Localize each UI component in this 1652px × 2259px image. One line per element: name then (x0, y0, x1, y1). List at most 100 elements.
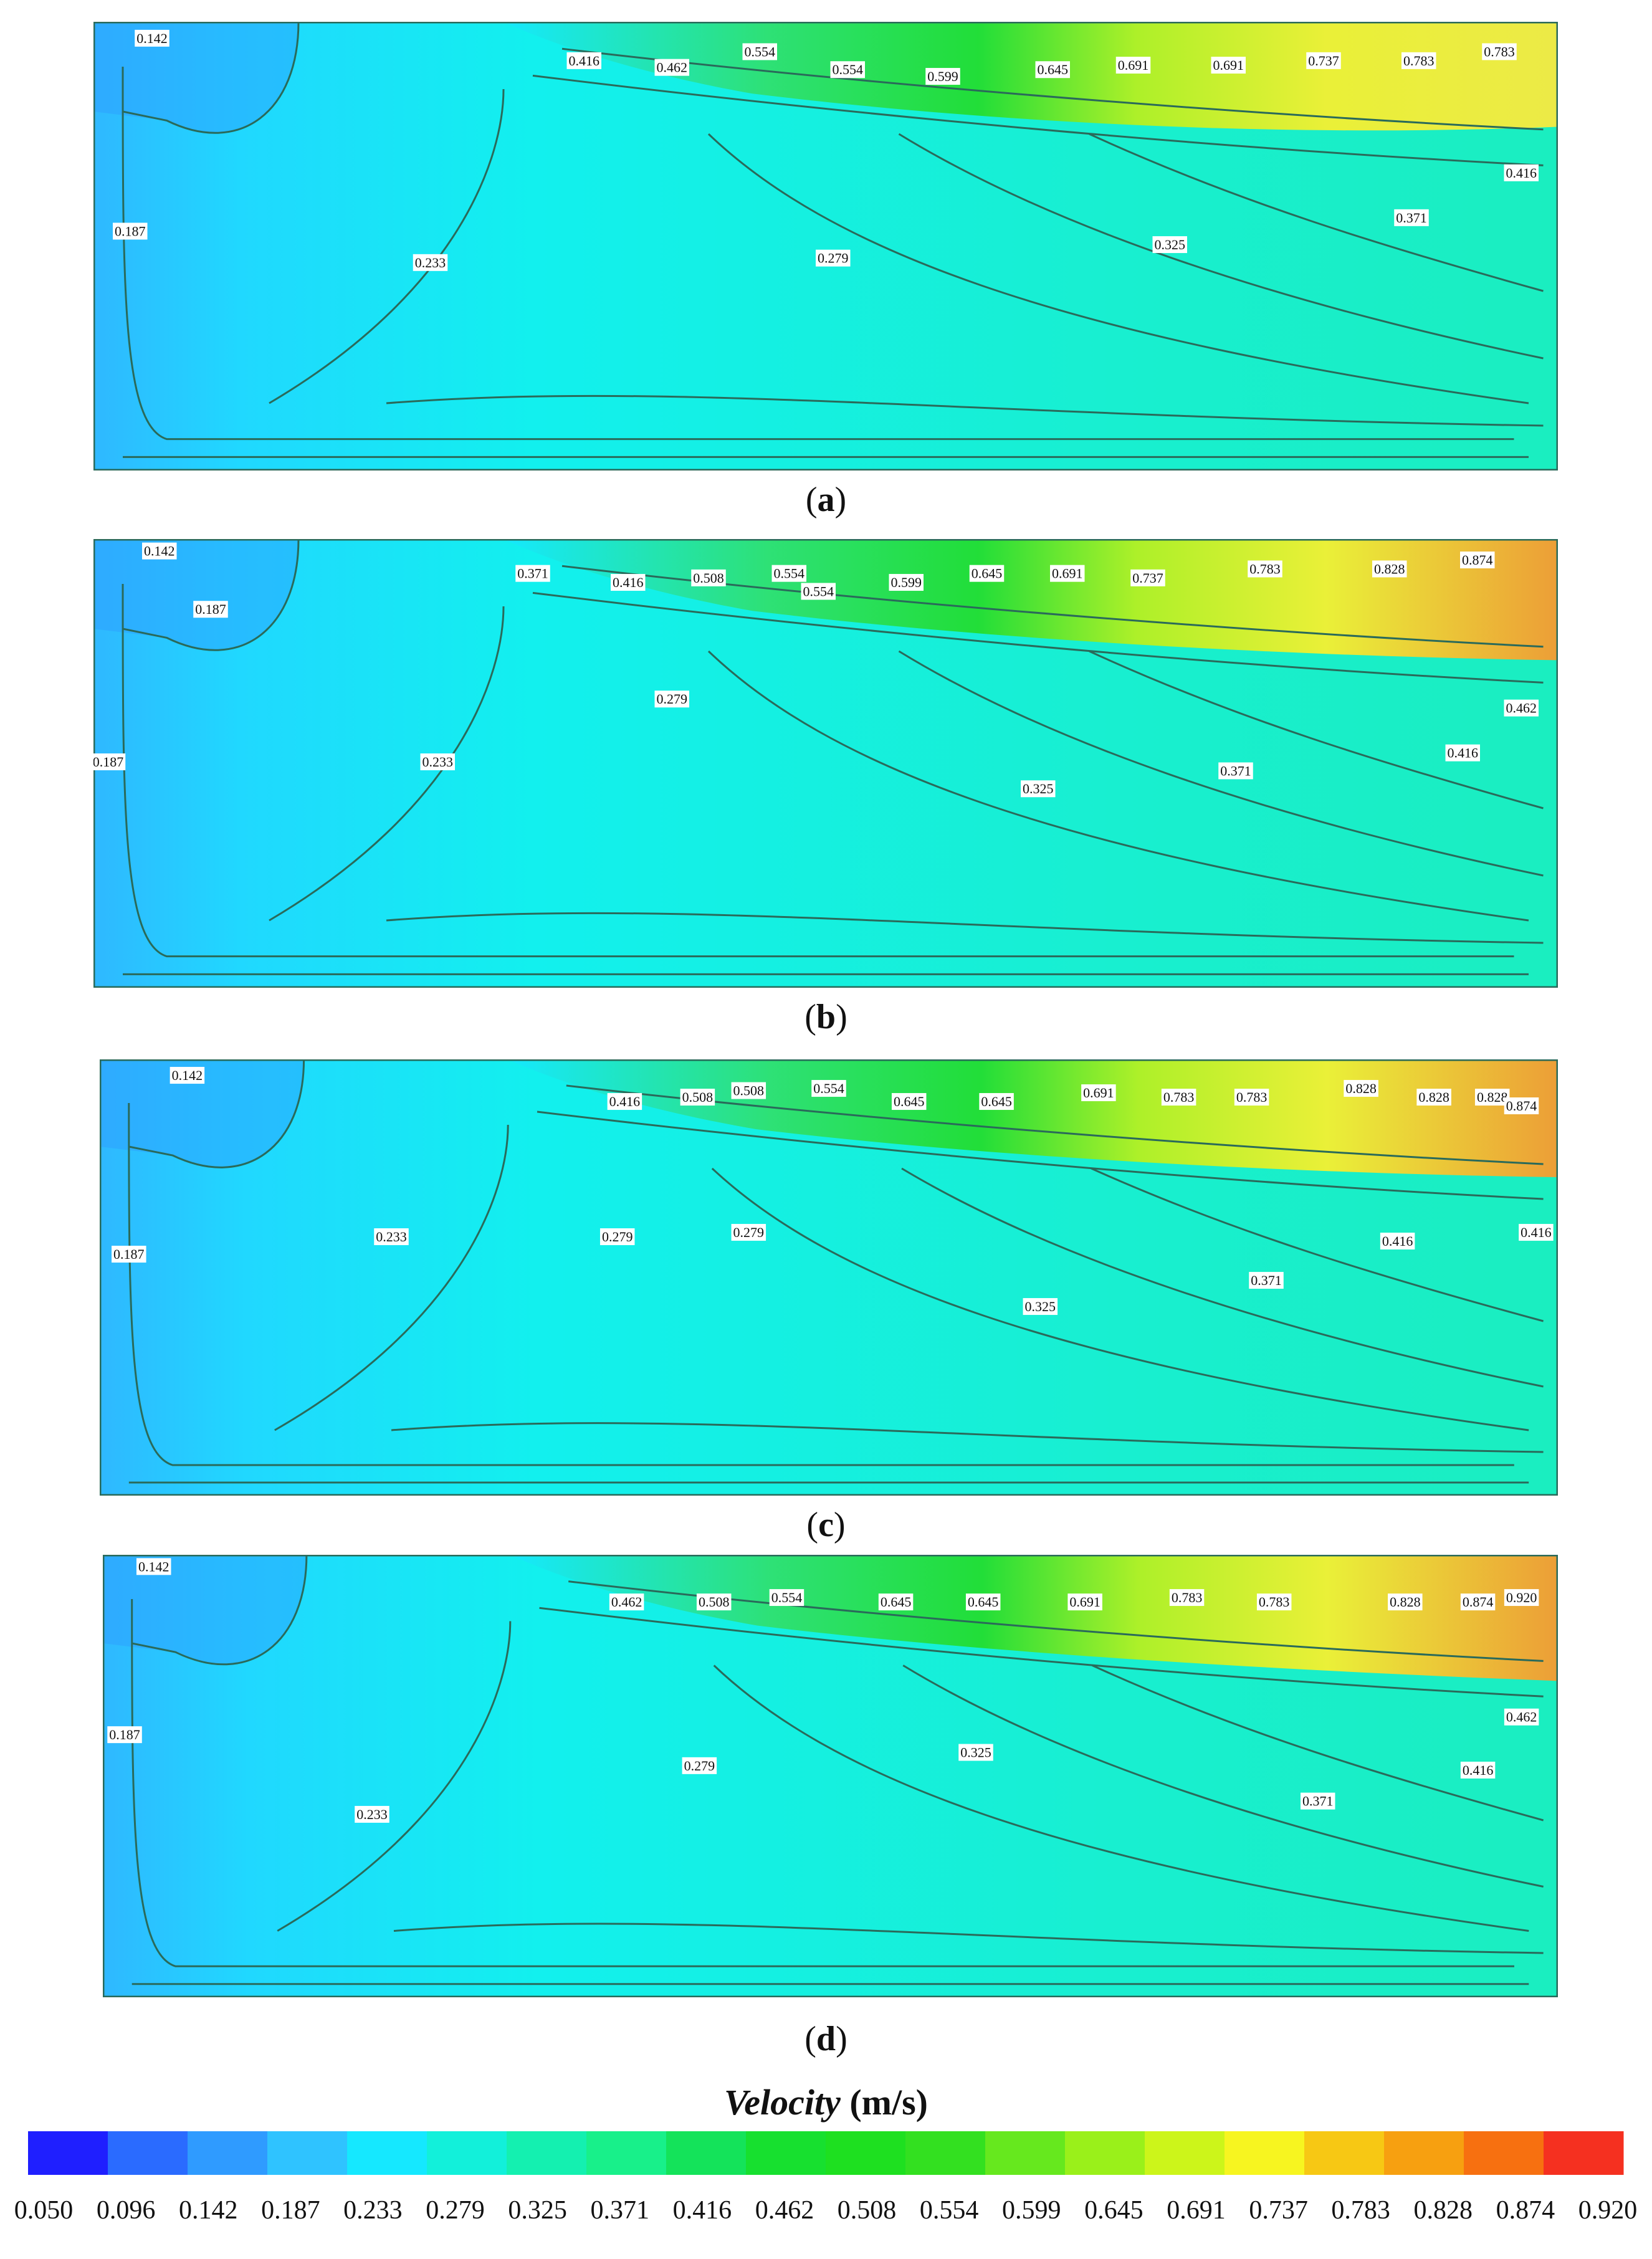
contour-label: 0.691 (1118, 57, 1149, 73)
colorbar-tick-label: 0.416 (673, 2196, 732, 2225)
colorbar-tick-label: 0.645 (1084, 2196, 1144, 2225)
contour-line (713, 1664, 1529, 1932)
contour-label: 0.142 (172, 1067, 203, 1083)
contour-panel-d: 0.142 0.462 0.508 0.554 0.645 0.645 0.691 0.783… (103, 1555, 1558, 1997)
contour-label-box (1504, 164, 1539, 181)
contour-label: 0.233 (415, 255, 446, 270)
contour-label: 0.783 (1484, 44, 1515, 59)
colorbar-swatch (108, 2131, 188, 2175)
contour-label: 0.920 (1506, 1590, 1537, 1605)
contour-label: 0.279 (657, 691, 688, 707)
contour-label-box (769, 1589, 805, 1607)
colorbar-tick-label: 0.096 (97, 2196, 156, 2225)
contour-label-box (113, 222, 148, 240)
colorbar-tick-label: 0.371 (590, 2196, 649, 2225)
contour-line (537, 1110, 1544, 1200)
contour-label: 0.554 (745, 44, 776, 59)
colorbar-title: Velocity (m/s) (724, 2082, 928, 2123)
low-velocity-region (103, 1555, 307, 1664)
contour-label-box (654, 690, 689, 708)
contour-label: 0.828 (1477, 1089, 1508, 1105)
contour-label-box (1504, 1708, 1539, 1726)
contour-label-box (599, 1228, 635, 1246)
panel-label-c: (c) (806, 1506, 846, 1544)
contour-label-box (696, 1593, 732, 1611)
contour-line (1092, 1664, 1544, 1822)
contour-label-box (193, 601, 228, 618)
contour-line (568, 1580, 1544, 1662)
contour-label: 0.279 (818, 251, 849, 266)
contour-line (1089, 133, 1544, 292)
contour-label-box (830, 61, 865, 79)
contour-line (122, 22, 300, 134)
contour-label: 0.233 (423, 754, 454, 770)
contour-label: 0.554 (833, 62, 864, 77)
colorbar-swatch (188, 2131, 268, 2175)
low-velocity-region (93, 22, 298, 133)
contour-plot-c: 0.142 0.416 0.508 0.508 0.554 0.645 0.645 0.691… (100, 1059, 1558, 1496)
contour-label: 0.508 (693, 570, 724, 586)
colorbar-tick-label: 0.737 (1249, 2196, 1308, 2225)
colorbar-tick-label: 0.874 (1496, 2196, 1555, 2225)
contour-label: 0.691 (1213, 57, 1244, 73)
contour-label: 0.828 (1418, 1089, 1449, 1105)
panel-border (93, 22, 1558, 470)
contour-label: 0.462 (1506, 1709, 1537, 1725)
contour-line (901, 1167, 1544, 1388)
contour-label-box (878, 1593, 914, 1611)
contour-label-box (1445, 744, 1480, 762)
contour-label-box (965, 1593, 1001, 1611)
contour-line (393, 1922, 1544, 1954)
contour-label: 0.416 (1448, 745, 1479, 761)
contour-label-box (1504, 1589, 1539, 1607)
contour-panel-a: 0.142 0.416 0.462 0.554 0.554 0.599 0.645 0.691… (93, 22, 1558, 470)
contour-panel-c: 0.142 0.416 0.508 0.508 0.554 0.645 0.645 0.691… (100, 1059, 1558, 1496)
contour-plot-a: 0.142 0.416 0.462 0.554 0.554 0.599 0.645 0.691… (93, 22, 1558, 470)
colorbar-swatch (746, 2131, 826, 2175)
contour-line (902, 1664, 1544, 1888)
contour-label: 0.371 (1302, 1793, 1334, 1809)
contour-label-box (1460, 552, 1495, 569)
contour-label: 0.187 (93, 754, 123, 770)
colorbar-swatch (666, 2131, 747, 2175)
contour-label: 0.645 (1038, 62, 1069, 77)
contour-label-box (1306, 52, 1341, 69)
contour-label: 0.783 (1172, 1590, 1203, 1605)
colorbar-swatch (905, 2131, 986, 2175)
contour-label: 0.554 (774, 566, 805, 581)
contour-label: 0.325 (1155, 237, 1186, 252)
contour-label-box (1256, 1593, 1292, 1611)
contour-label-box (925, 68, 960, 85)
contour-line (269, 606, 505, 922)
contour-label-box (1504, 699, 1539, 717)
colorbar-swatch (1145, 2131, 1225, 2175)
contour-label-box (169, 1067, 205, 1084)
colorbar-tick-label: 0.599 (1002, 2196, 1061, 2225)
contour-label-box (1234, 1089, 1269, 1106)
panel-border (100, 1059, 1558, 1496)
contour-label: 0.691 (1069, 1594, 1101, 1610)
contour-label-box (1474, 1089, 1510, 1106)
contour-line (269, 88, 505, 404)
panel-label-b: (b) (805, 998, 847, 1036)
colorbar-tick-label: 0.508 (838, 2196, 897, 2225)
contour-label-box (135, 29, 169, 47)
contour-label: 0.691 (1083, 1085, 1114, 1101)
contour-label-box (107, 1726, 142, 1744)
contour-label: 0.508 (682, 1089, 714, 1105)
contour-line (532, 591, 1544, 684)
contour-line (898, 133, 1544, 360)
contour-label-box (515, 565, 550, 582)
contour-label-box (891, 1093, 927, 1110)
contour-label: 0.279 (733, 1225, 765, 1240)
jet-region (508, 1059, 1558, 1177)
contour-label-box (1380, 1233, 1415, 1250)
contour-plot-d: 0.142 0.462 0.508 0.554 0.645 0.645 0.691 0.783… (103, 1555, 1558, 1997)
contour-label: 0.416 (1506, 165, 1537, 181)
contour-label: 0.325 (1023, 781, 1054, 796)
contour-label-box (1300, 1792, 1335, 1810)
contour-line (391, 1422, 1544, 1453)
contour-label-box (811, 1080, 846, 1097)
contour-label: 0.416 (1521, 1225, 1552, 1240)
contour-line (532, 74, 1544, 166)
